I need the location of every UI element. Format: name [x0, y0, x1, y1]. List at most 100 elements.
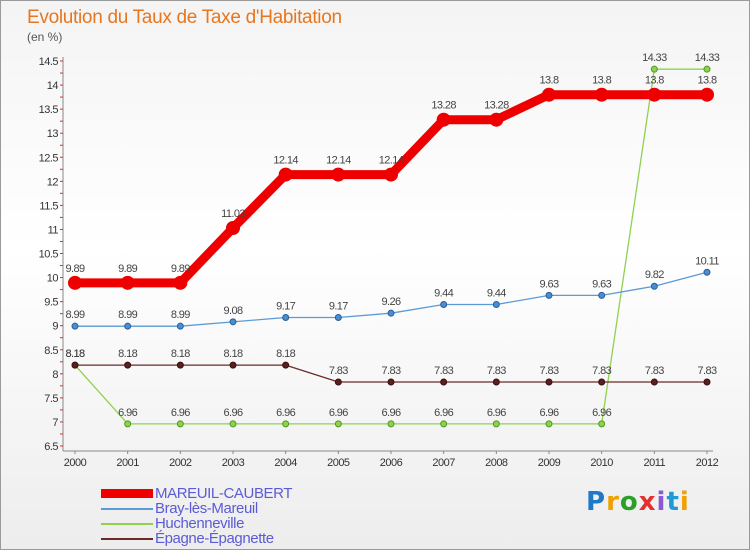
data-label-epagne: 8.18: [171, 348, 190, 360]
data-point-mareuil: [647, 87, 662, 102]
data-point-huchenneville: [282, 420, 290, 428]
data-point-mareuil: [226, 220, 240, 235]
data-label-bray: 9.82: [645, 269, 664, 281]
legend-item: Huchenneville: [101, 516, 292, 531]
y-tick-label: 8.5: [44, 345, 58, 357]
data-label-huchenneville: 6.96: [171, 407, 190, 419]
x-tick-label: 2010: [590, 457, 613, 469]
y-tick-label: 6.5: [44, 441, 58, 453]
data-point-huchenneville: [545, 420, 553, 428]
data-point-epagne: [334, 378, 342, 386]
data-label-huchenneville: 6.96: [118, 407, 137, 419]
legend-swatch-bray: [101, 507, 153, 510]
data-label-mareuil: 13.8: [539, 75, 558, 87]
data-point-mareuil: [594, 87, 609, 102]
data-point-epagne: [124, 361, 132, 369]
data-point-huchenneville: [387, 420, 395, 428]
data-point-epagne: [71, 361, 79, 369]
brand-logo: Proxiti: [586, 487, 690, 517]
data-label-mareuil: 13.8: [645, 75, 664, 87]
brand-letter: x: [638, 487, 657, 517]
data-label-huchenneville: 6.96: [276, 407, 295, 419]
x-tick-label: 2011: [644, 457, 666, 469]
data-point-huchenneville: [229, 420, 237, 428]
data-label-huchenneville: 6.96: [223, 407, 242, 419]
y-tick-label: 14.5: [39, 56, 59, 68]
x-tick-label: 2012: [696, 457, 719, 469]
data-point-huchenneville: [176, 420, 184, 428]
data-label-mareuil: 13.8: [592, 75, 611, 87]
data-label-epagne: 7.83: [434, 365, 453, 377]
data-label-mareuil: 11.03: [221, 208, 245, 220]
data-label-bray: 8.99: [65, 309, 84, 321]
data-label-mareuil: 9.89: [65, 263, 84, 275]
legend: MAREUIL-CAUBERT Bray-lès-Mareuil Huchenn…: [101, 486, 292, 546]
data-label-bray: 10.11: [695, 255, 719, 267]
x-tick-label: 2001: [116, 457, 139, 469]
data-point-bray: [282, 314, 290, 322]
data-point-epagne: [282, 361, 290, 369]
brand-letter: r: [606, 487, 620, 517]
data-label-epagne: 8.18: [65, 348, 84, 360]
legend-item: Bray-lès-Mareuil: [101, 501, 292, 516]
x-tick-label: 2002: [169, 457, 192, 469]
data-label-mareuil: 13.28: [484, 100, 509, 112]
brand-letter: P: [586, 487, 607, 517]
legend-swatch-mareuil: [101, 489, 153, 498]
data-point-epagne: [176, 361, 184, 369]
brand-letter: i: [656, 487, 667, 517]
data-label-mareuil: 9.89: [171, 263, 190, 275]
y-tick-label: 9.5: [44, 297, 58, 309]
data-point-mareuil: [173, 275, 188, 290]
y-tick-label: 13: [47, 128, 59, 140]
data-point-mareuil: [120, 275, 135, 290]
data-label-epagne: 7.83: [487, 365, 506, 377]
data-label-mareuil: 13.28: [431, 100, 456, 112]
data-label-epagne: 7.83: [592, 365, 611, 377]
legend-item: Épagne-Épagnette: [101, 531, 292, 546]
data-label-bray: 9.63: [592, 278, 611, 290]
y-tick-label: 13.5: [39, 104, 59, 116]
data-point-huchenneville: [492, 420, 500, 428]
data-label-bray: 9.44: [434, 288, 453, 300]
data-point-huchenneville: [124, 420, 132, 428]
data-point-epagne: [703, 378, 711, 386]
y-tick-label: 7: [52, 417, 58, 429]
data-label-bray: 9.08: [223, 305, 242, 317]
data-point-bray: [229, 318, 237, 326]
legend-label: MAREUIL-CAUBERT: [155, 485, 293, 502]
legend-label: Bray-lès-Mareuil: [155, 500, 258, 517]
data-label-mareuil: 9.89: [118, 263, 137, 275]
x-tick-label: 2003: [222, 457, 245, 469]
data-label-epagne: 7.83: [539, 365, 558, 377]
y-tick-label: 10: [47, 273, 59, 285]
data-point-bray: [598, 291, 606, 299]
y-tick-label: 14: [47, 80, 59, 92]
data-point-mareuil: [331, 167, 346, 182]
data-point-mareuil: [384, 167, 398, 182]
y-axis-unit-label: (en %): [27, 30, 63, 44]
data-label-epagne: 7.83: [329, 365, 348, 377]
data-label-epagne: 8.18: [223, 348, 242, 360]
legend-swatch-huchenneville: [101, 522, 153, 525]
brand-letter: i: [679, 487, 690, 517]
legend-swatch-epagne: [101, 537, 153, 540]
legend-label: Huchenneville: [155, 515, 245, 532]
data-label-bray: 9.17: [276, 301, 295, 313]
data-point-huchenneville: [334, 420, 342, 428]
x-tick-label: 2008: [485, 457, 508, 469]
x-tick-label: 2007: [432, 457, 455, 469]
data-point-mareuil: [436, 112, 451, 127]
data-point-huchenneville: [598, 420, 606, 428]
data-point-epagne: [650, 378, 658, 386]
data-point-bray: [650, 282, 658, 290]
data-label-huchenneville: 6.96: [592, 407, 611, 419]
data-label-bray: 9.26: [381, 296, 400, 308]
data-label-epagne: 7.83: [697, 365, 716, 377]
data-label-mareuil: 12.14: [379, 155, 404, 167]
data-point-epagne: [440, 378, 448, 386]
data-point-mareuil: [700, 87, 714, 102]
legend-item: MAREUIL-CAUBERT: [101, 486, 292, 501]
